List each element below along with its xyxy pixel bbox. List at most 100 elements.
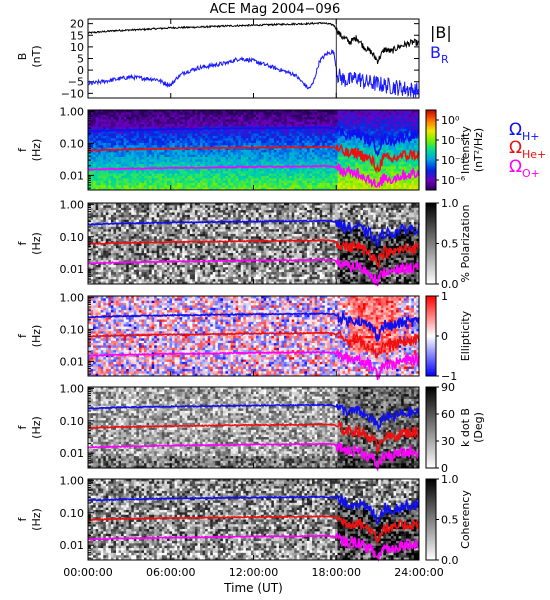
spectrogram-cell xyxy=(327,178,330,181)
spectrogram-cell xyxy=(378,126,381,129)
spectrogram-cell xyxy=(348,162,351,165)
spectrogram-cell xyxy=(414,141,417,144)
spectrogram-cell xyxy=(164,117,167,120)
spectrogram-cell xyxy=(317,171,320,174)
spectrogram-cell xyxy=(302,181,305,184)
spectrogram-cell xyxy=(376,131,379,134)
spectrogram-cell xyxy=(164,183,167,186)
spectrogram-cell xyxy=(353,143,356,146)
spectrogram-cell xyxy=(269,185,272,188)
spectrogram-cell xyxy=(96,239,99,242)
spectrogram-cell xyxy=(205,185,208,188)
spectrogram-cell xyxy=(113,253,116,256)
spectrogram-cell xyxy=(164,122,167,125)
spectrogram-cell xyxy=(284,162,287,165)
spectrogram-cell xyxy=(274,159,277,162)
spectrogram-cell xyxy=(169,131,172,134)
spectrogram-cell xyxy=(106,181,109,184)
spectrogram-cell xyxy=(248,122,251,125)
spectrogram-cell xyxy=(241,155,244,158)
spectrogram-cell xyxy=(282,162,285,165)
spectrogram-cell xyxy=(121,181,124,184)
spectrogram-cell xyxy=(106,174,109,177)
spectrogram-cell xyxy=(292,131,295,134)
spectrogram-cell xyxy=(381,115,384,118)
spectrogram-cell xyxy=(182,119,185,122)
spectrogram-cell xyxy=(91,232,94,235)
spectrogram-cell xyxy=(353,162,356,165)
spectrogram-cell xyxy=(210,122,213,125)
spectrogram-cell xyxy=(368,122,371,125)
spectrogram-cell xyxy=(376,174,379,177)
spectrogram-cell xyxy=(391,124,394,127)
spectrogram-cell xyxy=(294,134,297,137)
spectrogram-cell xyxy=(363,117,366,120)
spectrogram-cell xyxy=(231,152,234,155)
spectrogram-cell xyxy=(116,117,119,120)
spectrogram-cell xyxy=(200,112,203,115)
spectrogram-cell xyxy=(103,178,106,181)
spectrogram-cell xyxy=(355,183,358,186)
spectrogram-cell xyxy=(113,157,116,160)
spectrogram-cell xyxy=(371,148,374,151)
spectrogram-cell xyxy=(101,138,104,141)
spectrogram-cell xyxy=(271,171,274,174)
spectrogram-cell xyxy=(98,279,101,282)
spectrogram-cell xyxy=(332,174,335,177)
spectrogram-cell xyxy=(327,171,330,174)
spectrogram-cell xyxy=(338,138,341,141)
spectrogram-cell xyxy=(113,236,116,239)
spectrogram-cell xyxy=(228,171,231,174)
spectrogram-cell xyxy=(320,159,323,162)
spectrogram-cell xyxy=(246,169,249,172)
spectrogram-cell xyxy=(279,129,282,132)
spectrogram-cell xyxy=(98,274,101,277)
spectrogram-cell xyxy=(144,159,147,162)
spectrogram-cell xyxy=(409,122,412,125)
spectrogram-cell xyxy=(241,174,244,177)
spectrogram-cell xyxy=(134,181,137,184)
spectrogram-cell xyxy=(139,164,142,167)
spectrogram-cell xyxy=(185,150,188,153)
spectrogram-cell xyxy=(210,119,213,122)
spectrogram-cell xyxy=(259,134,262,137)
spectrogram-cell xyxy=(187,141,190,144)
spectrogram-cell xyxy=(269,112,272,115)
spectrogram-cell xyxy=(294,131,297,134)
spectrogram-cell xyxy=(366,171,369,174)
spectrogram-cell xyxy=(213,185,216,188)
spectrogram-cell xyxy=(312,178,315,181)
spectrogram-cell xyxy=(98,255,101,258)
spectrogram-cell xyxy=(101,253,104,256)
spectrogram-cell xyxy=(215,134,218,137)
spectrogram-cell xyxy=(103,162,106,165)
spectrogram-cell xyxy=(307,171,310,174)
spectrogram-cell xyxy=(116,159,119,162)
spectrogram-cell xyxy=(299,183,302,186)
spectrogram-cell xyxy=(134,136,137,139)
spectrogram-cell xyxy=(320,150,323,153)
spectrogram-cell xyxy=(233,162,236,165)
spectrogram-cell xyxy=(141,117,144,120)
spectrogram-cell xyxy=(371,169,374,172)
spectrogram-cell xyxy=(113,251,116,254)
spectrogram-cell xyxy=(396,119,399,122)
spectrogram-cell xyxy=(113,122,116,125)
spectrogram-cell xyxy=(175,131,178,134)
spectrogram-cell xyxy=(279,131,282,134)
spectrogram-cell xyxy=(254,134,257,137)
spectrogram-cell xyxy=(98,152,101,155)
spectrogram-cell xyxy=(121,157,124,160)
spectrogram-cell xyxy=(340,117,343,120)
spectrogram-cell xyxy=(136,141,139,144)
spectrogram-cell xyxy=(182,141,185,144)
spectrogram-cell xyxy=(93,178,96,181)
spectrogram-cell xyxy=(315,178,318,181)
spectrogram-cell xyxy=(338,115,341,118)
spectrogram-cell xyxy=(175,157,178,160)
spectrogram-cell xyxy=(108,159,111,162)
spectrogram-cell xyxy=(287,178,290,181)
spectrogram-cell xyxy=(289,143,292,146)
spectrogram-cell xyxy=(93,155,96,158)
spectrogram-cell xyxy=(101,279,104,282)
